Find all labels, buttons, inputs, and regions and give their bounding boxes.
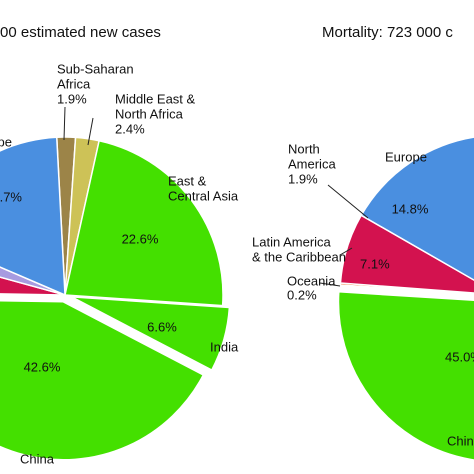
leader-line <box>327 184 369 219</box>
leader-line <box>87 117 94 146</box>
slice-label: North Africa <box>115 106 184 121</box>
value-label: 7.1% <box>360 256 390 271</box>
leader-line <box>319 282 341 287</box>
slice-label: Middle East & <box>115 91 196 106</box>
pie-slice <box>71 296 231 372</box>
slice-label: & the Caribbean <box>252 249 346 264</box>
value-label: 0.2% <box>287 287 317 302</box>
slice-label: China <box>20 451 55 466</box>
pie-slice <box>360 136 474 281</box>
pie-slice <box>0 136 66 297</box>
pie-slice <box>337 290 474 461</box>
slice-label: Europe <box>0 134 12 149</box>
slice-label: Sub-Saharan <box>57 61 134 76</box>
slice-label: Oceania <box>287 273 336 288</box>
slice-label: Europe <box>385 149 427 164</box>
slice-label: Africa <box>57 76 91 91</box>
value-label: 6.6% <box>147 319 177 334</box>
pie-slice <box>0 299 205 461</box>
slice-label: Central Asia <box>168 188 239 203</box>
pie-slice <box>0 276 66 296</box>
value-label: 17.7% <box>0 189 22 204</box>
value-label: 14.8% <box>392 201 429 216</box>
slice-label: Latin America <box>252 234 332 249</box>
chart-title: 00 estimated new cases <box>0 24 161 41</box>
slice-label: North <box>288 141 320 156</box>
value-label: 2.4% <box>115 121 145 136</box>
pie-slice <box>64 139 224 307</box>
value-label: 1.9% <box>288 171 318 186</box>
slice-label: East & <box>168 173 207 188</box>
slice-label: China <box>447 433 474 448</box>
value-label: 45.0% <box>445 349 474 364</box>
slice-label: India <box>210 339 239 354</box>
value-label: 42.6% <box>24 359 61 374</box>
leader-line <box>63 106 66 141</box>
chart-title: Mortality: 723 000 c <box>322 24 453 41</box>
value-label: 1.9% <box>57 91 87 106</box>
value-label: 22.6% <box>122 231 159 246</box>
slice-label: America <box>288 156 336 171</box>
leader-line <box>339 247 353 256</box>
